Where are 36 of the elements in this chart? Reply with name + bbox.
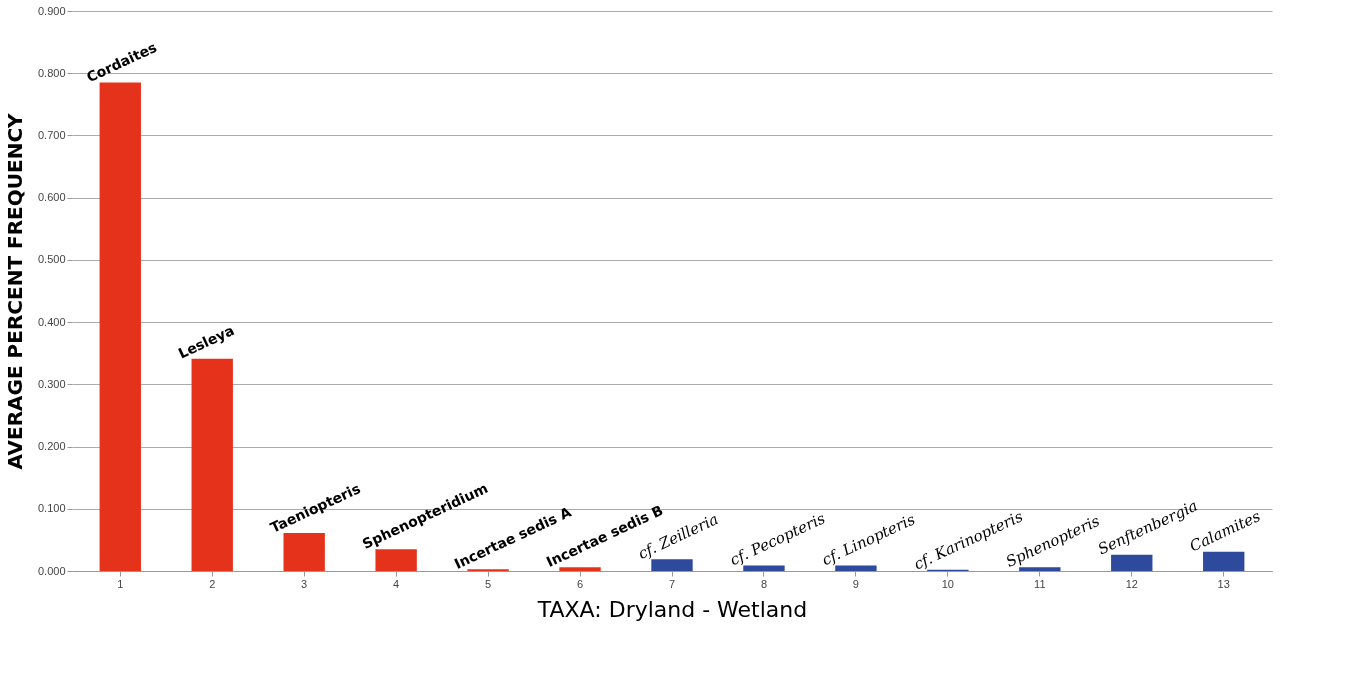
x-tick-label: 11: [1034, 577, 1046, 590]
bar: [283, 533, 325, 571]
y-tick-label: 0.000: [37, 564, 66, 577]
x-tick-label: 2: [209, 577, 216, 590]
bar: [1019, 567, 1061, 571]
y-tick-label: 0.500: [37, 253, 66, 266]
x-tick-label: 9: [852, 577, 859, 590]
y-tick-label: 0.700: [37, 128, 66, 141]
x-tick-label: 6: [576, 577, 584, 590]
y-tick-label: 0.300: [37, 377, 66, 390]
bar: [191, 358, 233, 571]
bar: [1203, 551, 1245, 571]
y-tick-label: 0.200: [37, 440, 66, 453]
x-tick-label: 3: [301, 577, 308, 590]
y-tick-label: 0.100: [37, 502, 66, 515]
x-tick-label: 10: [941, 577, 954, 590]
bar: [1111, 554, 1153, 571]
x-axis-title: TAXA: Dryland - Wetland: [536, 596, 808, 622]
bar: [835, 565, 877, 571]
x-tick-label: 7: [668, 577, 676, 590]
x-tick-label: 8: [760, 577, 768, 590]
y-axis-title: AVERAGE PERCENT FREQUENCY: [2, 112, 27, 470]
y-tick-label: 0.600: [37, 191, 66, 204]
y-tick-label: 0.400: [37, 315, 66, 328]
x-tick-label: 4: [393, 577, 400, 590]
bar: [375, 549, 417, 571]
bar: [559, 567, 601, 571]
bar: [651, 559, 693, 571]
bar: [99, 82, 141, 571]
y-tick-label: 0.900: [37, 4, 66, 17]
x-tick-label: 5: [485, 577, 492, 590]
x-tick-label: 1: [117, 577, 124, 590]
x-tick-label: 13: [1217, 577, 1230, 590]
x-tick-label: 12: [1125, 577, 1138, 590]
y-tick-label: 0.800: [37, 66, 66, 79]
bar: [743, 565, 785, 571]
